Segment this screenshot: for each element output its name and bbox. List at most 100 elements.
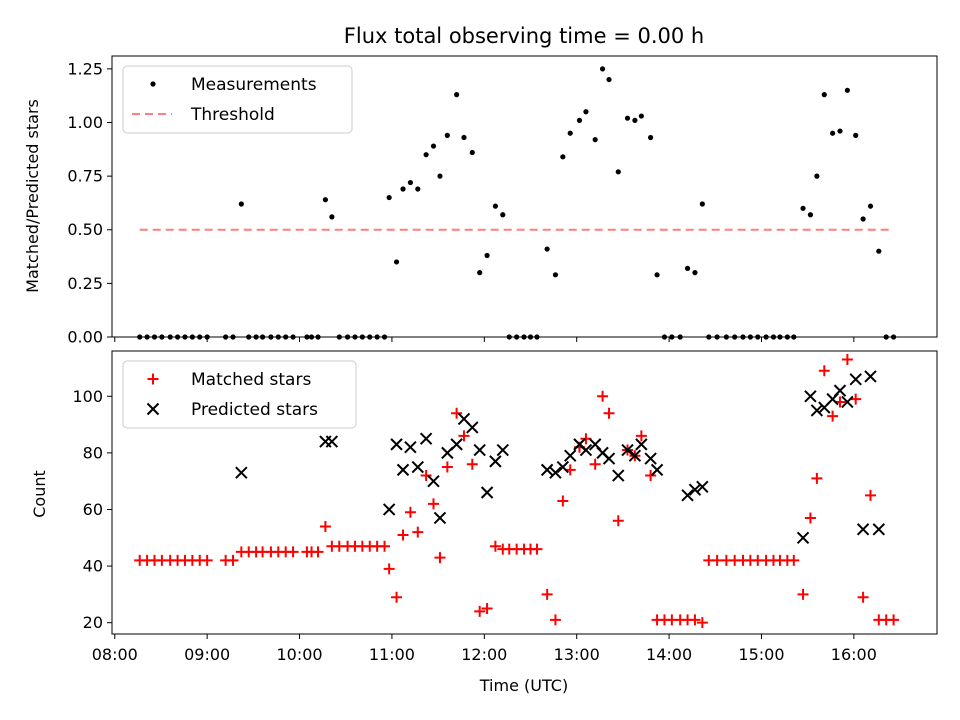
matched-star-marker bbox=[635, 430, 647, 442]
measurement-point bbox=[492, 203, 498, 209]
top-y-axis-label: Matched/Predicted stars bbox=[23, 99, 42, 293]
matched-star-marker bbox=[541, 588, 553, 600]
measurement-point bbox=[430, 143, 437, 149]
matched-star-marker bbox=[597, 390, 609, 402]
legend-label: Predicted stars bbox=[191, 400, 318, 420]
measurement-point bbox=[576, 117, 583, 123]
predicted-star-marker bbox=[556, 460, 570, 474]
bottom-y-tick-label: 80 bbox=[83, 443, 103, 462]
measurement-point bbox=[844, 87, 850, 93]
matched-star-marker bbox=[857, 591, 869, 603]
x-tick-label: 12:00 bbox=[461, 645, 507, 664]
legend-label: Matched stars bbox=[191, 370, 311, 390]
predicted-star-marker bbox=[564, 449, 577, 462]
legend-label: Threshold bbox=[190, 105, 275, 125]
predicted-star-marker bbox=[382, 503, 396, 516]
matched-star-marker bbox=[689, 614, 701, 626]
measurement-point bbox=[469, 149, 475, 156]
top-y-tick-label: 1.25 bbox=[67, 59, 103, 78]
count-panel: 20 40 60 80 100 08:00 09:00 10:00 11:00 12:00 13:0… bbox=[72, 350, 938, 664]
predicted-star-marker bbox=[549, 466, 562, 479]
top-y-tick-label: 0.00 bbox=[67, 328, 103, 347]
matched-star-marker bbox=[797, 588, 809, 600]
predicted-star-marker bbox=[681, 489, 694, 502]
legend-label: Measurements bbox=[191, 75, 317, 95]
measurement-point bbox=[552, 272, 559, 278]
predicted-star-marker bbox=[419, 432, 433, 445]
bottom-axes-frame bbox=[111, 350, 938, 635]
measurement-point bbox=[583, 109, 589, 115]
matched-star-marker bbox=[474, 605, 486, 617]
measurement-point bbox=[807, 212, 814, 218]
predicted-star-marker bbox=[856, 523, 870, 536]
measurement-point bbox=[500, 212, 506, 218]
matched-star-marker bbox=[818, 365, 830, 377]
measurement-point bbox=[484, 252, 490, 259]
matched-star-marker bbox=[612, 515, 624, 527]
matched-star-marker bbox=[711, 554, 723, 566]
predicted-star-marker bbox=[796, 531, 810, 544]
predicted-star-marker bbox=[621, 443, 634, 457]
x-tick-label: 16:00 bbox=[831, 645, 877, 664]
chart-title: Flux total observing time = 0.00 h bbox=[344, 24, 704, 48]
matched-star-marker bbox=[549, 614, 561, 626]
predicted-star-marker bbox=[688, 483, 702, 496]
measurement-point bbox=[592, 137, 598, 143]
top-y-tick-label: 0.75 bbox=[67, 167, 103, 186]
measurement-point bbox=[699, 201, 705, 207]
predicted-star-marker bbox=[872, 523, 886, 536]
predicted-star-marker bbox=[864, 370, 877, 383]
measurement-point bbox=[461, 134, 467, 141]
predicted-star-marker bbox=[696, 480, 709, 494]
measurement-point bbox=[599, 66, 606, 72]
legend-box bbox=[122, 65, 353, 134]
measurement-point bbox=[238, 201, 244, 207]
predicted-star-marker bbox=[489, 455, 502, 468]
x-tick-label: 14:00 bbox=[646, 645, 692, 664]
legend-marker bbox=[147, 373, 159, 385]
matched-star-marker bbox=[404, 506, 416, 518]
measurement-point bbox=[606, 76, 612, 83]
measurement-point bbox=[322, 197, 329, 203]
measurement-point bbox=[654, 272, 660, 278]
matched-star-marker bbox=[383, 563, 395, 575]
matched-star-marker bbox=[827, 410, 839, 422]
matched-star-marker bbox=[412, 526, 424, 538]
predicted-star-marker bbox=[496, 443, 509, 457]
x-axis-label: Time (UTC) bbox=[479, 676, 568, 695]
measurement-point bbox=[407, 179, 414, 186]
predicted-star-marker bbox=[841, 395, 854, 409]
measurement-point bbox=[624, 115, 631, 121]
ratio-panel: 0.00 0.25 0.50 0.75 1.00 1.25 Measurements Thre… bbox=[67, 55, 938, 347]
matched-star-marker bbox=[466, 458, 478, 470]
matched-star-marker bbox=[227, 554, 239, 566]
predicted-star-marker bbox=[404, 441, 417, 454]
bottom-legend: Matched stars Predicted stars bbox=[122, 360, 357, 429]
predicted-star-marker bbox=[644, 452, 657, 465]
matched-star-marker bbox=[864, 489, 876, 501]
bottom-y-tick-label: 100 bbox=[72, 387, 103, 406]
matched-star-marker bbox=[451, 407, 463, 419]
matched-star-marker bbox=[391, 591, 403, 603]
predicted-star-marker bbox=[650, 463, 664, 477]
measurement-point bbox=[415, 186, 421, 192]
matched-star-marker bbox=[319, 520, 331, 532]
predicted-star-marker bbox=[390, 438, 403, 451]
matched-star-marker bbox=[645, 470, 657, 482]
predicted-star-marker bbox=[235, 466, 248, 479]
measurement-point bbox=[329, 214, 335, 220]
matched-star-marker bbox=[696, 617, 708, 629]
predicted-star-marker bbox=[628, 449, 642, 462]
matched-star-marker bbox=[287, 546, 299, 558]
predicted-star-marker bbox=[579, 443, 593, 457]
measurement-point bbox=[821, 92, 827, 98]
measurement-point bbox=[638, 113, 644, 119]
predicted-star-marker bbox=[602, 452, 616, 465]
top-y-tick-label: 0.25 bbox=[67, 274, 103, 293]
measurement-point bbox=[876, 248, 882, 254]
bottom-y-axis-label: Count bbox=[30, 470, 49, 518]
predicted-star-marker bbox=[810, 404, 824, 417]
matched-star-marker bbox=[603, 407, 615, 419]
measurement-point bbox=[567, 130, 573, 136]
measurement-point bbox=[477, 270, 483, 276]
